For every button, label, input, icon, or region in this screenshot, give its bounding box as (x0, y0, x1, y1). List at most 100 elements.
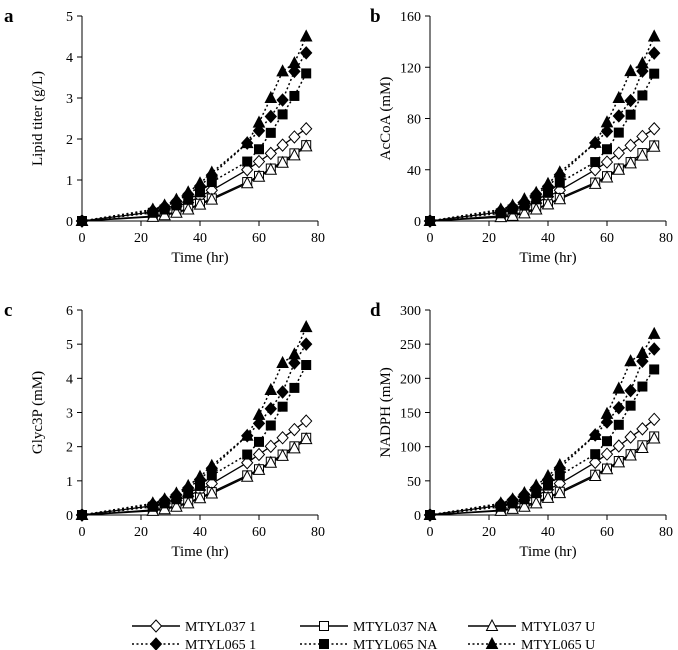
data-point (289, 90, 300, 101)
data-point (624, 156, 637, 169)
data-point (288, 64, 301, 79)
data-point (158, 198, 171, 211)
y-tick-label: 50 (407, 475, 421, 490)
data-point (554, 470, 565, 481)
legend-item: MTYL037 1 (132, 619, 256, 635)
data-point (252, 416, 266, 431)
data-point (181, 202, 195, 215)
data-point (299, 29, 313, 42)
data-point (588, 135, 602, 148)
series-markers-6 (423, 326, 661, 520)
data-point (636, 129, 649, 144)
x-tick-label: 80 (659, 525, 673, 540)
y-tick-label: 3 (66, 407, 73, 422)
data-point (193, 197, 207, 210)
legend-marker (485, 636, 499, 649)
x-tick-label: 60 (252, 231, 266, 246)
data-point (588, 176, 602, 189)
y-tick-label: 300 (400, 304, 421, 319)
legend-marker (149, 637, 163, 650)
data-point (553, 165, 567, 178)
y-axis-title: Lipid titer (g/L) (30, 71, 46, 166)
data-point (288, 422, 301, 437)
data-point (649, 364, 660, 375)
data-point (648, 342, 661, 356)
y-tick-label: 0 (414, 215, 421, 230)
data-point (518, 486, 531, 499)
x-tick-label: 80 (659, 231, 673, 246)
series-markers-5 (425, 68, 660, 226)
data-point (299, 139, 313, 152)
data-point (276, 431, 289, 445)
series-markers-1 (75, 414, 313, 522)
data-point (553, 458, 567, 471)
data-point (264, 109, 277, 124)
data-point (276, 155, 289, 168)
data-point (158, 502, 171, 515)
data-point (529, 185, 543, 198)
data-point (613, 419, 624, 430)
data-point (276, 385, 289, 399)
data-point (264, 382, 278, 395)
data-point (600, 115, 614, 128)
data-point (589, 455, 602, 470)
legend-marker (149, 619, 163, 633)
data-point (252, 124, 266, 138)
data-point (289, 382, 300, 393)
legend-item: MTYL065 U (468, 636, 595, 650)
x-tick-label: 40 (541, 231, 555, 246)
legend-label: MTYL037 1 (185, 620, 256, 635)
data-point (588, 468, 602, 482)
data-point (193, 491, 207, 504)
data-point (518, 192, 531, 205)
data-point (301, 68, 312, 79)
data-point (205, 192, 219, 205)
x-tick-label: 60 (252, 525, 266, 540)
y-tick-label: 0 (66, 215, 73, 230)
y-tick-label: 2 (66, 441, 73, 456)
data-point (518, 499, 531, 512)
data-point (146, 202, 160, 215)
data-point (588, 427, 602, 441)
legend-item: MTYL037 NA (300, 620, 438, 635)
data-point (299, 432, 313, 445)
data-point (193, 469, 207, 482)
data-point (252, 169, 266, 182)
panel-letter: b (370, 6, 381, 27)
data-point (205, 486, 219, 499)
data-point (637, 90, 648, 101)
data-point (300, 414, 313, 428)
data-point (264, 402, 277, 416)
y-tick-label: 0 (66, 509, 73, 524)
data-point (158, 492, 171, 505)
y-tick-label: 120 (400, 61, 421, 76)
data-point (543, 480, 553, 491)
data-point (252, 462, 266, 475)
data-point (75, 507, 89, 520)
data-point (170, 499, 183, 512)
x-tick-label: 60 (600, 525, 614, 540)
data-point (529, 202, 543, 215)
y-tick-label: 4 (66, 51, 73, 66)
series-markers-4 (423, 342, 661, 522)
data-point (624, 64, 637, 77)
data-point (265, 420, 276, 431)
data-point (649, 68, 660, 79)
legend-label: MTYL037 NA (353, 620, 438, 635)
data-point (624, 93, 637, 108)
data-point (423, 213, 437, 226)
data-point (612, 109, 625, 123)
y-tick-label: 150 (400, 407, 421, 422)
data-point (636, 56, 649, 69)
data-point (265, 127, 276, 138)
data-point (170, 205, 183, 218)
data-point (600, 415, 614, 429)
x-tick-label: 20 (482, 525, 496, 540)
x-tick-label: 0 (79, 231, 86, 246)
data-point (181, 478, 195, 491)
data-point (264, 146, 277, 161)
data-point (541, 490, 555, 503)
data-point (181, 185, 195, 198)
